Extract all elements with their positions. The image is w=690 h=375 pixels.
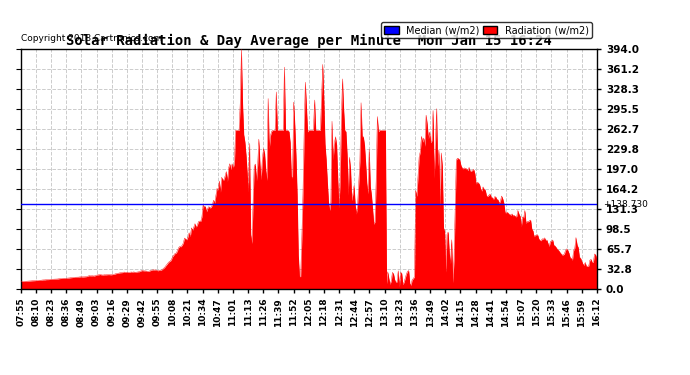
Legend: Median (w/m2), Radiation (w/m2): Median (w/m2), Radiation (w/m2) <box>381 22 592 38</box>
Title: Solar Radiation & Day Average per Minute  Mon Jan 15 16:24: Solar Radiation & Day Average per Minute… <box>66 33 551 48</box>
Text: Copyright 2018 Cartronics.com: Copyright 2018 Cartronics.com <box>21 34 162 44</box>
Text: +138.730: +138.730 <box>602 200 647 209</box>
